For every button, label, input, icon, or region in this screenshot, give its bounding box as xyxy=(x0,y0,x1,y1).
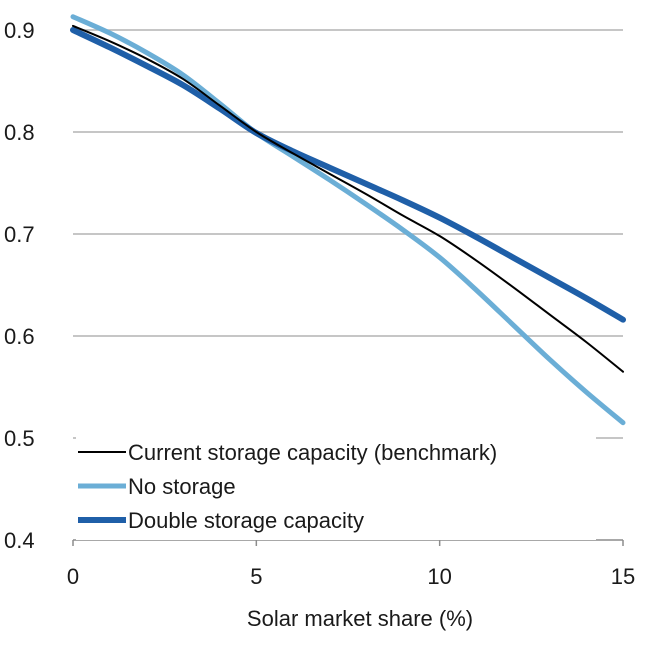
x-tick-label: 0 xyxy=(67,564,79,589)
y-tick-label: 0.6 xyxy=(4,324,35,349)
legend-label-0: Current storage capacity (benchmark) xyxy=(128,440,497,465)
series-lines xyxy=(70,14,626,426)
series-line-0 xyxy=(72,24,624,373)
y-tick-label: 0.5 xyxy=(4,426,35,451)
legend-background xyxy=(76,428,596,540)
y-tick-label: 0.7 xyxy=(4,222,35,247)
x-tick-label: 15 xyxy=(611,564,635,589)
legend: Current storage capacity (benchmark) No s… xyxy=(76,428,596,540)
axes xyxy=(72,539,624,546)
x-tick-label: 10 xyxy=(427,564,451,589)
series-line-2 xyxy=(70,27,626,323)
gridlines xyxy=(73,29,623,439)
y-tick-labels: 0.4 0.5 0.6 0.7 0.8 0.9 xyxy=(4,18,35,553)
series-line-1 xyxy=(70,14,626,426)
legend-label-2: Double storage capacity xyxy=(128,508,364,533)
y-tick-label: 0.9 xyxy=(4,18,35,43)
legend-label-1: No storage xyxy=(128,474,236,499)
y-tick-label: 0.8 xyxy=(4,120,35,145)
y-tick-label: 0.4 xyxy=(4,528,35,553)
x-axis-title: Solar market share (%) xyxy=(247,606,473,631)
x-tick-labels: 0 5 10 15 xyxy=(67,564,635,589)
x-tick-label: 5 xyxy=(250,564,262,589)
